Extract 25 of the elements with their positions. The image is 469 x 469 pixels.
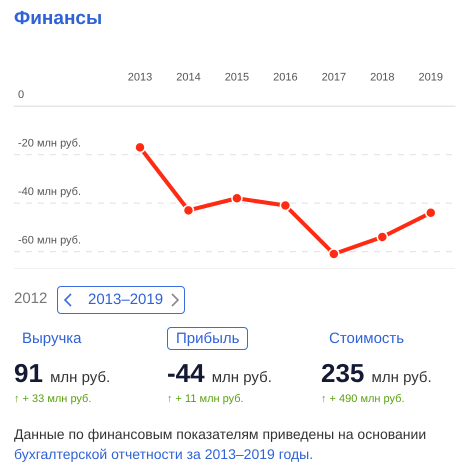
y-tick-label: -20 млн руб.: [18, 138, 82, 150]
text: Выручка: [22, 330, 82, 347]
x-tick-label: 2015: [224, 72, 250, 84]
text: 2012: [14, 290, 48, 307]
x-tick-label: 2013: [128, 72, 152, 84]
y-tick-label: -40 млн руб.: [18, 186, 82, 198]
x-tick-label: 2019: [418, 72, 444, 84]
x-tick-label: 2018: [370, 72, 395, 84]
chart-title: Финансы: [14, 8, 102, 30]
text: Стоимость: [329, 330, 404, 347]
x-tick-label: 2016: [273, 72, 298, 84]
text: 91 млн руб.: [14, 358, 110, 389]
text: ↑ + 490 млн руб.: [321, 393, 405, 405]
text: ↑ + 11 млн руб.: [167, 393, 244, 405]
text: бухгалтерской отчетности за 2013–2019 годы.: [14, 446, 314, 462]
text: Данные по финансовым показателям приведены на основании: [14, 426, 426, 442]
text: 2013–2019: [88, 291, 164, 308]
x-tick-label: 2017: [322, 72, 346, 84]
y-tick-label: 0: [18, 89, 24, 102]
text: 235 млн руб.: [321, 358, 432, 389]
x-tick-label: 2014: [176, 72, 201, 84]
text: ↑ + 33 млн руб.: [14, 393, 92, 405]
text: -44 млн руб.: [167, 358, 272, 389]
y-tick-label: -60 млн руб.: [18, 234, 82, 247]
text: Прибыль: [167, 327, 248, 350]
